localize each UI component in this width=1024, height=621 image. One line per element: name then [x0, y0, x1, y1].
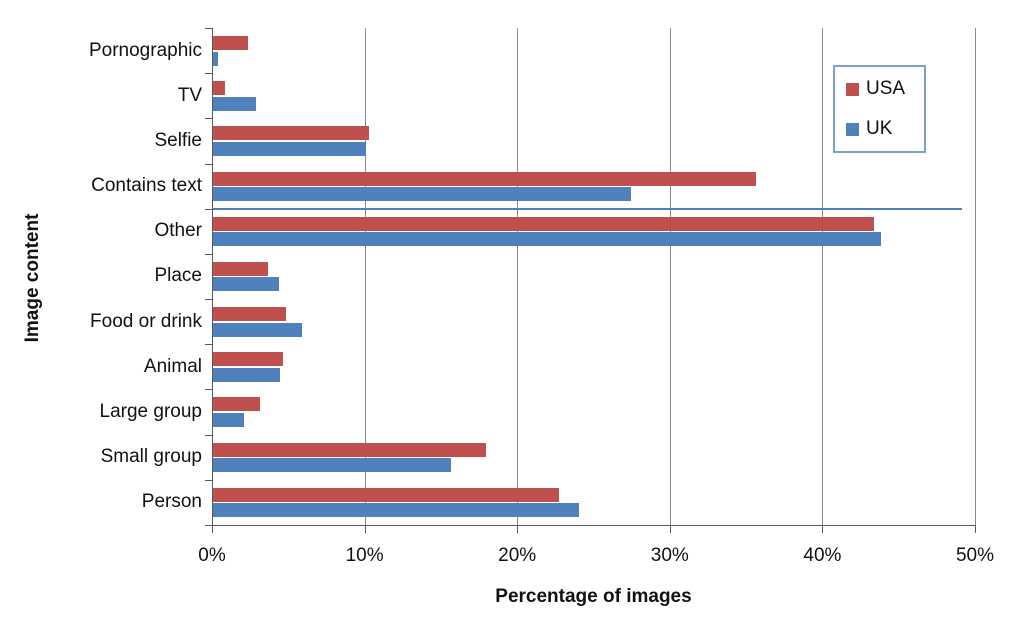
bar-usa-small-group — [213, 442, 487, 457]
legend-item-uk: UK — [846, 118, 924, 140]
category-label-other: Other — [154, 220, 202, 242]
bar-usa-food-or-drink — [213, 307, 287, 322]
bar-usa-large-group — [213, 397, 261, 412]
category-band-pornographic — [213, 28, 976, 73]
x-axis-tick-label-0: 0% — [198, 545, 226, 566]
category-label-animal: Animal — [143, 355, 202, 377]
gridline-20 — [517, 28, 519, 525]
y-axis-tick-3 — [205, 163, 212, 165]
x-axis-tick-label-20: 20% — [498, 545, 537, 566]
category-band-tv — [213, 73, 976, 118]
bar-usa-person — [213, 487, 560, 502]
category-band-person — [213, 480, 976, 525]
x-axis-tick-30 — [669, 525, 671, 533]
y-axis-tick-7 — [205, 344, 212, 346]
x-axis-tick-label-30: 30% — [650, 545, 689, 566]
bar-uk-food-or-drink — [213, 322, 302, 337]
x-axis-title: Percentage of images — [495, 586, 692, 607]
category-label-selfie: Selfie — [154, 129, 202, 151]
y-axis-tick-1 — [205, 73, 212, 75]
bar-uk-other — [213, 232, 882, 247]
bar-uk-place — [213, 277, 279, 292]
category-band-contains-text — [213, 164, 976, 209]
y-axis-tick-11 — [205, 525, 212, 526]
y-axis-tick-2 — [205, 118, 212, 120]
x-axis-tick-10 — [364, 525, 366, 533]
category-band-other — [213, 209, 976, 254]
legend-swatch-icon — [846, 82, 859, 96]
bar-usa-pornographic — [213, 36, 249, 50]
x-axis-tick-20 — [517, 525, 519, 533]
category-label-tv: TV — [177, 84, 202, 106]
y-axis-tick-9 — [205, 434, 212, 436]
bar-uk-contains-text — [213, 187, 632, 202]
y-axis-tick-0 — [205, 28, 212, 29]
y-axis-tick-10 — [205, 479, 212, 481]
gridline-50 — [975, 28, 976, 525]
legend: USA UK — [833, 65, 926, 153]
bar-uk-small-group — [213, 458, 452, 473]
bar-uk-pornographic — [213, 51, 218, 66]
bar-usa-place — [213, 261, 268, 276]
gridline-40 — [822, 28, 824, 525]
category-label-large-group: Large group — [99, 401, 202, 423]
x-axis-tick-40 — [822, 525, 824, 533]
x-axis-tick-0 — [212, 525, 213, 533]
legend-label: USA — [866, 78, 906, 99]
category-label-contains-text: Contains text — [91, 175, 202, 197]
category-label-small-group: Small group — [100, 446, 202, 468]
gridline-10 — [364, 28, 366, 525]
y-axis-tick-5 — [205, 253, 212, 255]
legend-item-usa: USA — [846, 78, 924, 100]
stray-line-artifact — [213, 207, 963, 210]
category-label-person: Person — [141, 491, 202, 513]
bar-uk-large-group — [213, 412, 244, 427]
bar-uk-person — [213, 503, 580, 518]
bar-uk-animal — [213, 367, 281, 382]
x-axis-tick-label-40: 40% — [803, 545, 842, 566]
category-label-food-or-drink: Food or drink — [90, 310, 202, 332]
category-axis-labels: Pornographic TV Selfie Contains text Other Pl… — [0, 28, 202, 525]
bar-uk-tv — [213, 96, 256, 111]
bar-usa-tv — [213, 81, 226, 96]
x-axis-tick-label-10: 10% — [345, 545, 384, 566]
category-label-pornographic: Pornographic — [88, 39, 202, 61]
bar-uk-selfie — [213, 141, 366, 156]
bar-usa-animal — [213, 352, 284, 367]
plot-area — [212, 28, 976, 526]
x-axis-tick-label-50: 50% — [955, 545, 995, 566]
category-band-food-or-drink — [213, 299, 976, 344]
x-axis-tick-50 — [975, 525, 976, 533]
gridline-30 — [669, 28, 671, 525]
y-axis-tick-4 — [205, 208, 212, 210]
category-label-place: Place — [154, 265, 202, 287]
y-axis-tick-8 — [205, 389, 212, 391]
bar-usa-contains-text — [213, 171, 757, 186]
bar-usa-other — [213, 216, 874, 231]
category-band-selfie — [213, 118, 976, 163]
bar-usa-selfie — [213, 126, 369, 141]
legend-label: UK — [866, 118, 893, 139]
category-band-place — [213, 254, 976, 299]
category-band-large-group — [213, 389, 976, 434]
category-band-animal — [213, 344, 976, 389]
legend-swatch-icon — [846, 122, 859, 136]
y-axis-tick-6 — [205, 299, 212, 301]
category-band-small-group — [213, 435, 976, 480]
